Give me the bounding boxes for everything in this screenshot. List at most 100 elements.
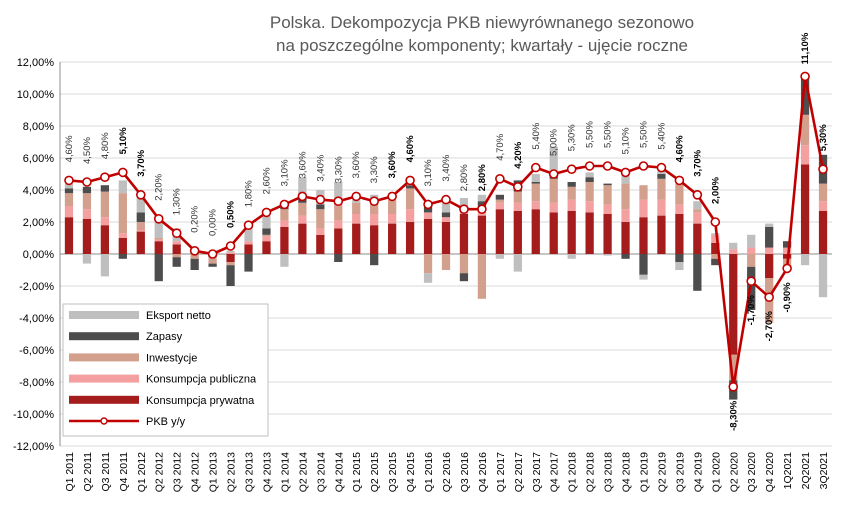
gdp-data-label: 2,20% [154, 173, 165, 200]
bar-segment [621, 222, 630, 254]
gdp-point [728, 381, 739, 392]
gdp-data-label: 3,10% [279, 159, 290, 186]
bar-segment [747, 254, 756, 267]
gdp-point [782, 263, 792, 274]
x-tick-label: Q1 2018 [567, 452, 579, 492]
gdp-data-label: 3,60% [297, 151, 308, 178]
bar-segment [136, 222, 145, 230]
x-tick-label: Q3 2012 [172, 452, 184, 492]
gdp-point [189, 246, 200, 256]
bar-segment [495, 209, 504, 254]
bar-segment [567, 210, 576, 254]
bar-segment [298, 223, 307, 254]
gdp-point [746, 276, 757, 287]
bar-segment [729, 249, 738, 254]
y-tick-label: 8,00% [23, 121, 54, 133]
bar-segment [567, 254, 576, 259]
legend-label: Konsumpcja prywatna [146, 395, 255, 407]
bar-segment [531, 201, 540, 210]
gdp-data-label: 0,00% [208, 209, 219, 236]
legend-label: Konsumpcja publiczna [146, 374, 257, 386]
bar-segment [675, 204, 684, 214]
bar-segment [280, 220, 289, 227]
gdp-point [710, 217, 721, 227]
x-tick-label: Q3 2017 [531, 452, 543, 492]
x-tick-label: Q3 2020 [746, 452, 758, 492]
bar-segment [765, 254, 774, 278]
bar-segment [136, 230, 145, 232]
gdp-point [333, 196, 344, 206]
bar-segment [675, 183, 684, 205]
bar-segment [423, 212, 433, 219]
gdp-point [369, 196, 379, 206]
gdp-point [261, 207, 272, 218]
gdp-point [459, 204, 469, 214]
bar-segment [190, 258, 199, 270]
bar-segment [585, 172, 594, 178]
bar-segment [747, 247, 756, 254]
gdp-data-label: -0,90% [782, 282, 793, 313]
gdp-data-label: -1,70% [746, 295, 757, 326]
legend-swatch [69, 311, 139, 319]
bar-segment [226, 252, 235, 254]
bar-segment [226, 250, 235, 253]
gdp-data-label: 3,10% [423, 159, 434, 186]
gdp-point [584, 161, 595, 171]
bar-segment [262, 228, 271, 235]
bar-segment [639, 254, 648, 275]
gdp-point [171, 228, 182, 238]
bar-segment [585, 212, 594, 254]
bar-segment [298, 177, 307, 195]
bar-segment [711, 254, 720, 259]
x-tick-label: Q3 2019 [674, 452, 686, 492]
bar-segment [298, 215, 307, 224]
legend-swatch [69, 374, 139, 383]
bar-segment [118, 233, 127, 238]
gdp-data-label: 1,30% [172, 188, 183, 215]
bar-segment [190, 254, 199, 259]
gdp-point [153, 214, 164, 224]
bar-segment [693, 223, 702, 254]
bar-segment [639, 217, 648, 254]
bar-segment [423, 273, 433, 283]
y-tick-label: -4,00% [19, 313, 54, 325]
legend-swatch [69, 353, 139, 362]
bar-segment [64, 206, 74, 218]
bar-segment [549, 178, 558, 203]
x-tick-label: Q2 2014 [297, 452, 309, 492]
bar-segment [621, 172, 630, 184]
gdp-point [225, 241, 236, 251]
x-tick-label: Q1 2013 [208, 452, 220, 492]
bar-segment [64, 183, 74, 189]
bar-segment [280, 254, 289, 267]
bar-segment [729, 242, 738, 250]
bar-segment [765, 223, 774, 227]
bar-segment [154, 215, 163, 238]
bar-segment [280, 226, 289, 254]
gdp-point [100, 172, 110, 182]
bar-segment [639, 185, 648, 200]
bar-segment [477, 194, 487, 202]
x-tick-label: Q1 2014 [279, 452, 291, 492]
x-tick-label: Q4 2017 [549, 452, 561, 492]
x-tick-label: Q1 2019 [638, 452, 650, 492]
bar-segment [782, 241, 792, 248]
gdp-data-label: 5,30% [818, 124, 829, 151]
bar-segment [657, 178, 666, 200]
x-tick-label: Q2 2016 [441, 452, 453, 492]
bar-segment [531, 183, 540, 202]
bar-segment [531, 209, 540, 254]
bar-segment [818, 254, 828, 298]
y-tick-label: 10,00% [17, 89, 55, 101]
bar-segment [82, 209, 92, 219]
bar-segment [352, 202, 361, 214]
bar-segment [352, 214, 361, 224]
y-tick-label: -8,00% [19, 377, 54, 389]
bar-segment [513, 202, 522, 211]
legend: Eksport netto Zapasy Inwestycje Konsumpcja … [62, 303, 269, 437]
gdp-data-label: -2,70% [764, 311, 775, 342]
x-tick-label: Q2 2013 [226, 452, 238, 492]
legend-swatch [69, 395, 139, 404]
bar-segment [154, 239, 163, 242]
